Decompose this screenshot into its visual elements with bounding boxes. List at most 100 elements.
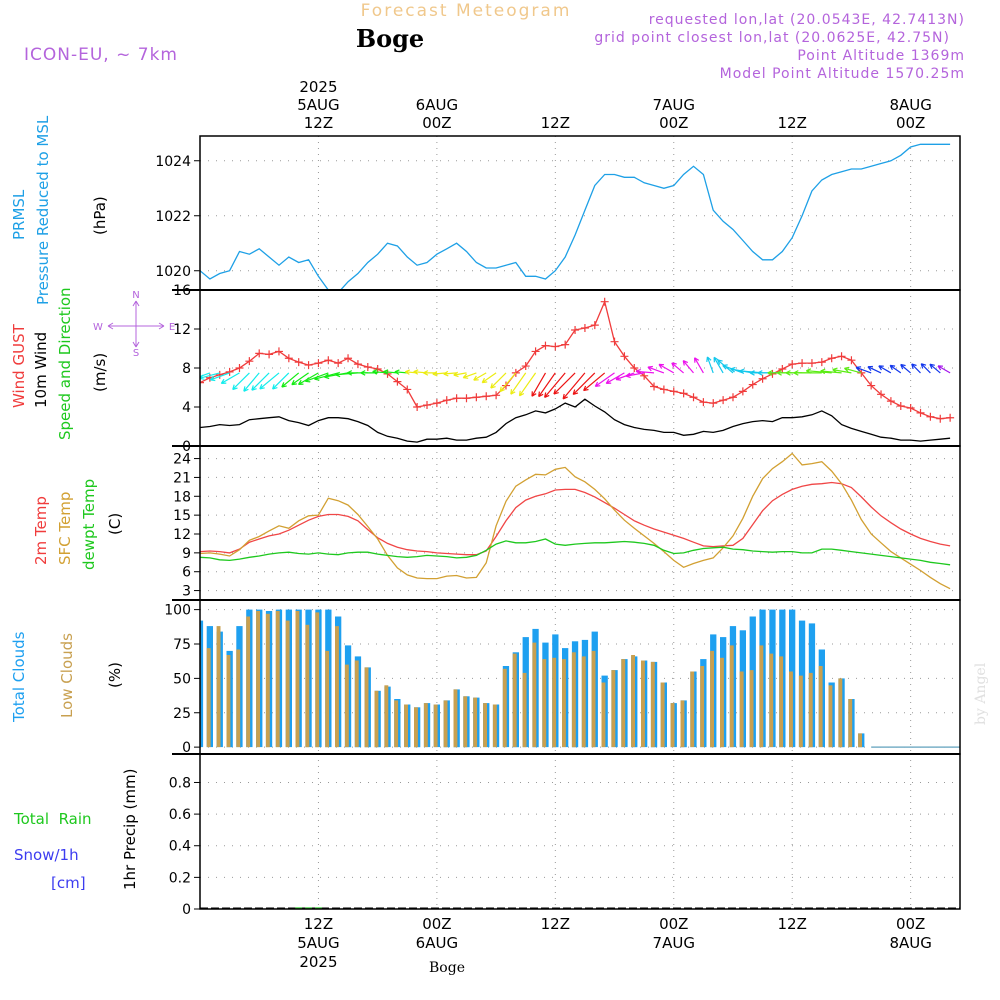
precip-panel: 0 0.2 0.4 0.6 0.8: [169, 753, 961, 918]
model-altitude: Model Point Altitude 1570.25m: [720, 66, 965, 82]
gust-marker: [620, 352, 629, 361]
top-time-label: 2025: [299, 78, 337, 96]
gust-marker: [926, 412, 935, 421]
pressure-label-2: Pressure Reduced to MSL: [34, 115, 52, 305]
gust-marker: [353, 360, 362, 369]
low-cloud-bar: [265, 613, 270, 748]
pressure-unit: (hPa): [91, 196, 109, 235]
temperature-frame: [199, 445, 961, 601]
low-cloud-bar: [404, 704, 408, 748]
wind-arrow: [562, 372, 586, 400]
low-clouds-label: Low Clouds: [58, 633, 76, 718]
low-cloud-bar: [680, 700, 685, 748]
gust-marker: [719, 396, 728, 405]
gust-marker: [580, 324, 589, 333]
gust-marker: [521, 362, 530, 371]
gust-marker: [462, 394, 471, 403]
gust-marker: [235, 364, 244, 372]
gust-marker: [432, 399, 441, 408]
gust-marker: [827, 354, 836, 363]
y-tick-label: 12: [173, 527, 191, 543]
temp-labels: 2m Temp SFC Temp dewpt Temp (C): [32, 479, 124, 570]
gust-marker: [600, 297, 609, 306]
rain-bar: [315, 907, 322, 909]
gust-marker: [867, 381, 876, 390]
y-tick-label: 24: [173, 452, 191, 468]
low-cloud-bar: [739, 671, 744, 748]
y-tick-label: 8: [182, 361, 191, 377]
bottom-time-label: 00Z: [422, 915, 451, 933]
wind-marks: [200, 297, 955, 443]
y-tick-label: 0.2: [169, 870, 191, 886]
low-cloud-bar: [512, 653, 517, 748]
gust-marker: [403, 385, 412, 394]
pressure-panel: 1020 1022 1024: [155, 135, 961, 291]
bottom-time-label: 12Z: [541, 915, 570, 933]
wind-arrow: [694, 357, 704, 374]
y-tick-label: 15: [173, 508, 191, 524]
wind-arrow: [518, 372, 537, 397]
low-cloud-bar: [749, 670, 754, 748]
bottom-time-label: 8AUG: [889, 934, 931, 952]
gust-marker: [294, 358, 303, 367]
gust-marker: [748, 380, 757, 389]
gust-marker: [679, 389, 688, 398]
y-tick-label: 0: [182, 902, 191, 918]
panels: 1020102210240481216369121518212402550751…: [155, 135, 961, 918]
gust-marker: [610, 337, 619, 346]
wind-arrow: [473, 372, 487, 381]
wind-labels: Wind GUST 10m Wind Speed and Direction (…: [10, 287, 175, 440]
wind-arrow: [209, 372, 230, 382]
gust-marker: [225, 367, 234, 376]
gust-marker: [788, 360, 797, 369]
speed-dir-label: Speed and Direction: [56, 287, 74, 440]
bottom-time-label: 2025: [299, 953, 337, 971]
top-time-label: 12Z: [541, 114, 570, 132]
low-cloud-bar: [581, 656, 586, 748]
gust-marker: [561, 340, 570, 349]
bottom-time-label: 00Z: [896, 915, 925, 933]
temperature-panel: 3 6 9 12 15 18 21 24: [173, 445, 961, 601]
y-tick-label: 0.4: [169, 839, 191, 855]
low-cloud-bar: [720, 657, 724, 748]
gust-marker: [363, 363, 372, 372]
temperature-marks: [200, 452, 951, 590]
low-cloud-bar: [344, 664, 349, 748]
bottom-time-label: 5AUG: [297, 934, 339, 952]
wind-arrow: [272, 372, 290, 390]
bottom-time-label: 12Z: [778, 915, 807, 933]
compass-west: W: [93, 322, 103, 333]
gust-marker: [571, 325, 580, 334]
gust-marker: [324, 356, 333, 365]
low-cloud-bar: [256, 611, 260, 748]
clouds-marks: [200, 609, 960, 748]
wind-arrow: [453, 371, 467, 378]
gust-marker: [314, 359, 323, 368]
low-cloud-bar: [374, 690, 379, 748]
gust-marker: [699, 398, 708, 407]
wind-arrow: [605, 372, 625, 384]
gust-marker: [501, 381, 510, 390]
gust-marker: [709, 399, 718, 408]
low-cloud-bar: [779, 656, 784, 748]
bottom-time-label: 00Z: [659, 915, 688, 933]
rain-bar: [295, 907, 303, 909]
gust-marker: [531, 347, 540, 356]
precip-frame: [199, 753, 961, 910]
gust-marker: [413, 403, 422, 411]
low-cloud-bar: [325, 650, 330, 748]
wind-arrow: [635, 368, 655, 375]
total-clouds-label: Total Clouds: [10, 631, 28, 723]
snow-label: Snow/1h: [14, 846, 79, 864]
wind-arrow: [805, 368, 832, 374]
precip-axis-label: 1hr Precip (mm): [121, 769, 139, 890]
wind-arrow: [232, 372, 250, 391]
wind-arrow: [531, 372, 547, 397]
low-cloud-bar: [483, 703, 487, 748]
y-tick-label: 6: [182, 565, 191, 581]
gust-marker: [916, 408, 925, 417]
gust-marker: [265, 350, 274, 359]
gust-marker: [946, 413, 955, 422]
gust-marker: [541, 341, 550, 350]
